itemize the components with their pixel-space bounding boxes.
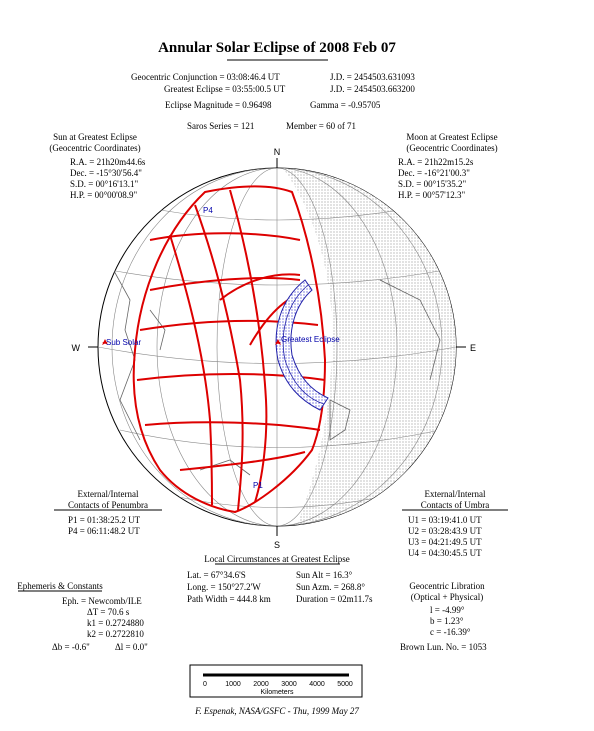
libration-line: c = -16.39°: [430, 627, 471, 637]
local-field: Lat. = 67°34.6'S: [187, 570, 246, 580]
ephemeris-line: ΔT = 70.6 s: [87, 607, 130, 617]
local-field: Long. = 150°27.2'W: [187, 582, 261, 592]
ephemeris-line: Δl = 0.0": [115, 642, 148, 652]
contact-line: U2 = 03:28:43.9 UT: [408, 526, 482, 536]
local-field: Path Width = 444.8 km: [187, 594, 271, 604]
compass-ticks: [88, 158, 466, 536]
contact-line: U3 = 04:21:49.5 UT: [408, 537, 482, 547]
box-title: Local Circumstances at Greatest Eclipse: [204, 554, 349, 564]
box-title: Geocentric Libration: [409, 581, 485, 591]
ephemeris-line: Eph. = Newcomb/ILE: [62, 596, 142, 606]
header-field: Greatest Eclipse = 03:55:00.5 UT: [164, 84, 286, 94]
libration-line: b = 1.23°: [430, 616, 464, 626]
local-field: Sun Alt = 16.3°: [296, 570, 353, 580]
ephemeris-line: k2 = 0.2722810: [87, 629, 144, 639]
credit: F. Espenak, NASA/GSFC - Thu, 1999 May 27: [194, 706, 359, 716]
box-title: Sun at Greatest Eclipse: [53, 132, 137, 142]
scale-box: [189, 664, 363, 698]
sub-solar-marker: [102, 339, 108, 345]
box-subtitle: Contacts of Umbra: [421, 500, 489, 510]
graticule: [98, 168, 456, 526]
map-label: P1: [253, 481, 263, 490]
compass-label: E: [470, 343, 476, 353]
header-field: J.D. = 2454503.631093: [330, 72, 415, 82]
box-title: External/Internal: [78, 489, 139, 499]
box-title: External/Internal: [425, 489, 486, 499]
coord-line: S.D. = 00°16'13.1": [70, 179, 139, 189]
coord-line: R.A. = 21h22m15.2s: [398, 157, 474, 167]
local-field: Sun Azm. = 268.8°: [296, 582, 365, 592]
coastlines: [107, 259, 441, 476]
coord-line: Dec. = -15°30'56.4": [70, 168, 142, 178]
ephemeris-line: k1 = 0.2724880: [87, 618, 144, 628]
compass-label: W: [72, 343, 81, 353]
box-subtitle: (Optical + Physical): [411, 592, 484, 602]
title: Annular Solar Eclipse of 2008 Feb 07: [158, 40, 396, 56]
box-title: Ephemeris & Constants: [17, 581, 103, 591]
header-field: Eclipse Magnitude = 0.96498: [165, 100, 272, 110]
box-subtitle: (Geocentric Coordinates): [49, 143, 140, 153]
compass-label: S: [274, 540, 280, 550]
compass-label: N: [274, 147, 281, 157]
contact-line: U4 = 04:30:45.5 UT: [408, 548, 482, 558]
header-field: Member = 60 of 71: [286, 121, 356, 131]
map-label: Greatest Eclipse: [281, 335, 340, 344]
coord-line: S.D. = 00°15'35.2": [398, 179, 467, 189]
scale-tick-label: 3000: [281, 681, 297, 688]
scale-unit: Kilometers: [260, 689, 294, 696]
coord-line: H.P. = 00°57'12.3": [398, 190, 466, 200]
coord-line: Dec. = -16°21'00.3": [398, 168, 470, 178]
local-field: Duration = 02m11.7s: [296, 594, 373, 604]
coord-line: R.A. = 21h20m44.6s: [70, 157, 146, 167]
scale-tick-label: 4000: [309, 681, 325, 688]
contact-line: P1 = 01:38:25.2 UT: [68, 515, 141, 525]
central-path: [275, 279, 329, 411]
box-title: Moon at Greatest Eclipse: [406, 132, 497, 142]
scale-bar: [189, 664, 363, 698]
ephemeris-line: Δb = -0.6": [52, 642, 90, 652]
libration-line: Brown Lun. No. = 1053: [400, 642, 487, 652]
scale-tick-label: 0: [203, 681, 207, 688]
header-field: Gamma = -0.95705: [310, 100, 381, 110]
greatest-eclipse-marker: [275, 339, 281, 345]
contact-line: U1 = 03:19:41.0 UT: [408, 515, 482, 525]
penumbral-curves: [132, 185, 327, 514]
libration-line: l = -4.99°: [430, 605, 465, 615]
map-label: Sub Solar: [106, 338, 141, 347]
contact-line: P4 = 06:11:48.2 UT: [68, 526, 140, 536]
scale-tick-label: 5000: [337, 681, 353, 688]
header-field: Saros Series = 121: [187, 121, 254, 131]
globe: [88, 158, 466, 536]
header-field: J.D. = 2454503.663200: [330, 84, 415, 94]
map-label: P4: [203, 206, 213, 215]
scale-tick-label: 2000: [253, 681, 269, 688]
coord-line: H.P. = 00°00'08.9": [70, 190, 138, 200]
box-subtitle: Contacts of Penumbra: [68, 500, 148, 510]
scale-tick-label: 1000: [225, 681, 241, 688]
box-subtitle: (Geocentric Coordinates): [406, 143, 497, 153]
header-field: Geocentric Conjunction = 03:08:46.4 UT: [131, 72, 280, 82]
